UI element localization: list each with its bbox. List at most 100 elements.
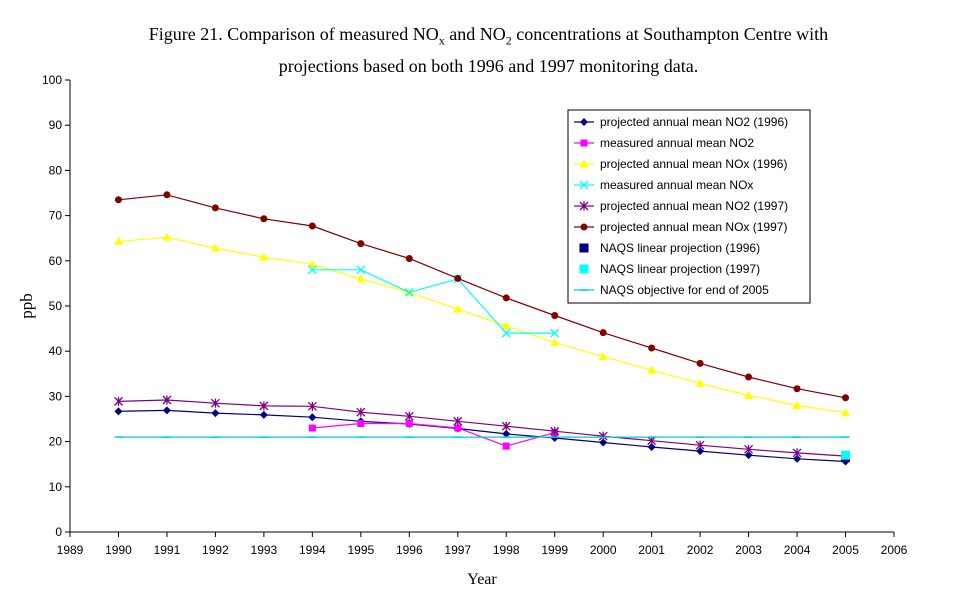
data-point bbox=[308, 222, 316, 230]
data-point bbox=[356, 265, 366, 275]
data-point bbox=[405, 420, 413, 428]
data-point bbox=[260, 215, 268, 223]
legend-swatch-marker bbox=[579, 180, 589, 190]
data-point bbox=[454, 274, 462, 282]
data-point bbox=[113, 236, 123, 245]
data-point bbox=[404, 287, 414, 297]
data-point bbox=[502, 294, 510, 302]
legend-label: projected annual mean NOx (1997) bbox=[600, 220, 787, 234]
data-point bbox=[211, 409, 220, 418]
legend-swatch-marker bbox=[580, 139, 588, 147]
legend-label: NAQS linear projection (1996) bbox=[600, 241, 760, 255]
y-tick-label: 0 bbox=[55, 525, 62, 539]
legend-item: measured annual mean NOx bbox=[574, 178, 753, 192]
data-point bbox=[598, 431, 608, 441]
legend-item: NAQS linear projection (1996) bbox=[579, 241, 760, 255]
y-tick-label: 20 bbox=[49, 435, 63, 449]
legend-label: projected annual mean NO2 (1996) bbox=[600, 115, 788, 129]
x-tick-label: 2006 bbox=[881, 543, 908, 557]
series-line bbox=[312, 422, 555, 447]
data-point bbox=[793, 454, 802, 463]
y-tick-label: 10 bbox=[49, 480, 63, 494]
data-point bbox=[259, 410, 268, 419]
legend-swatch-marker bbox=[580, 223, 588, 231]
legend-swatch-marker bbox=[579, 201, 589, 211]
data-point bbox=[792, 400, 802, 409]
x-tick-label: 1995 bbox=[347, 543, 374, 557]
legend-swatch-marker bbox=[579, 264, 589, 274]
legend-label: NAQS objective for end of 2005 bbox=[600, 283, 769, 297]
data-point bbox=[599, 329, 607, 337]
x-tick-label: 1991 bbox=[154, 543, 181, 557]
legend-label: measured annual mean NO2 bbox=[600, 136, 754, 150]
data-point bbox=[696, 447, 705, 456]
x-tick-label: 1990 bbox=[105, 543, 132, 557]
x-tick-label: 1997 bbox=[444, 543, 471, 557]
data-point bbox=[792, 448, 802, 458]
x-tick-label: 1992 bbox=[202, 543, 229, 557]
data-point bbox=[501, 421, 511, 431]
legend-label: projected annual mean NOx (1996) bbox=[600, 157, 787, 171]
data-point bbox=[501, 321, 511, 330]
series-6 bbox=[114, 191, 850, 402]
data-point bbox=[550, 338, 560, 347]
x-tick-label: 2001 bbox=[638, 543, 665, 557]
legend-item: projected annual mean NOx (1996) bbox=[574, 157, 787, 171]
y-tick-label: 80 bbox=[49, 163, 63, 177]
y-tick-label: 40 bbox=[49, 344, 63, 358]
data-point bbox=[211, 204, 219, 212]
data-point bbox=[259, 401, 269, 411]
chart-title: Figure 21. Comparison of measured NOx an… bbox=[0, 22, 977, 79]
data-point bbox=[695, 440, 705, 450]
data-point bbox=[745, 373, 753, 381]
series-line bbox=[118, 409, 846, 463]
data-point bbox=[647, 365, 657, 374]
legend-swatch-marker bbox=[580, 118, 588, 126]
data-point bbox=[551, 311, 559, 319]
y-tick-label: 90 bbox=[49, 118, 63, 132]
data-point bbox=[550, 328, 560, 338]
series-8 bbox=[841, 450, 851, 460]
chart-legend: projected annual mean NO2 (1996) measured… bbox=[567, 109, 811, 304]
data-point bbox=[648, 344, 656, 352]
data-point bbox=[841, 450, 851, 460]
data-point bbox=[453, 304, 463, 313]
series-line bbox=[312, 269, 555, 334]
data-point bbox=[744, 444, 754, 454]
series-1 bbox=[114, 406, 850, 466]
data-point bbox=[793, 385, 801, 393]
data-point bbox=[598, 352, 608, 361]
data-point bbox=[356, 407, 366, 417]
data-point bbox=[114, 396, 123, 406]
data-point bbox=[307, 401, 317, 411]
x-tick-label: 1989 bbox=[57, 543, 84, 557]
y-tick-label: 30 bbox=[49, 389, 63, 403]
legend-label: NAQS linear projection (1997) bbox=[600, 262, 760, 276]
legend-swatch-marker bbox=[579, 243, 589, 253]
data-point bbox=[307, 265, 317, 275]
data-point bbox=[453, 416, 463, 426]
data-point bbox=[162, 395, 172, 405]
data-point bbox=[357, 240, 365, 248]
chart-title-line-2: projections based on both 1996 and 1997 … bbox=[278, 55, 699, 76]
series-5 bbox=[114, 395, 850, 461]
legend-item: NAQS linear projection (1997) bbox=[579, 262, 760, 276]
legend-swatch-marker bbox=[579, 159, 589, 168]
legend-item: projected annual mean NO2 (1997) bbox=[574, 199, 788, 213]
y-axis-label: ppb bbox=[17, 293, 36, 319]
data-point bbox=[210, 398, 220, 408]
series-line bbox=[118, 236, 846, 414]
data-point bbox=[163, 191, 171, 199]
data-point bbox=[114, 407, 123, 416]
x-tick-label: 1996 bbox=[396, 543, 423, 557]
data-point bbox=[356, 274, 366, 283]
data-point bbox=[841, 408, 851, 417]
x-tick-label: 1994 bbox=[299, 543, 326, 557]
x-tick-label: 2002 bbox=[687, 543, 714, 557]
data-point bbox=[695, 378, 705, 387]
data-point bbox=[405, 255, 413, 263]
data-point bbox=[550, 426, 560, 436]
legend-item: NAQS objective for end of 2005 bbox=[574, 283, 769, 297]
x-tick-label: 2003 bbox=[735, 543, 762, 557]
data-point bbox=[308, 413, 317, 422]
